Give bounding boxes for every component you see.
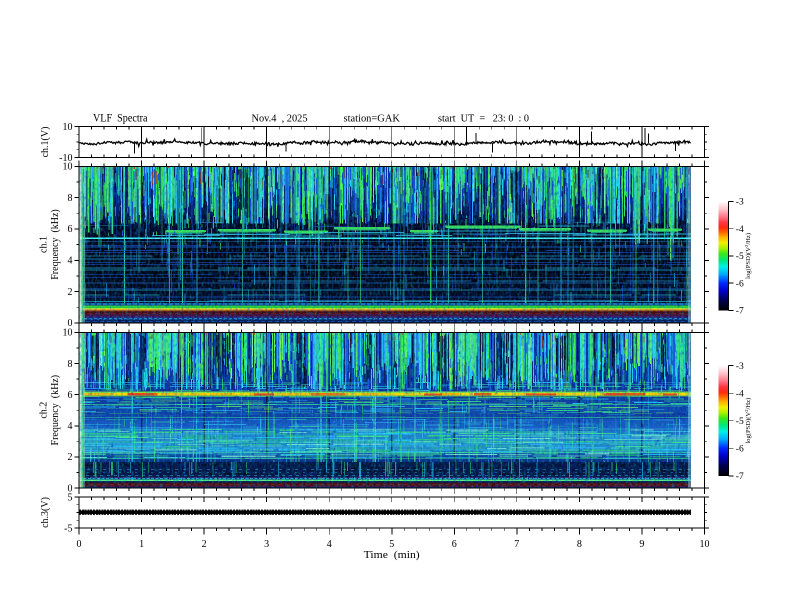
svg-text:5: 5: [68, 492, 73, 503]
svg-text:0: 0: [68, 318, 73, 329]
svg-text:3: 3: [264, 539, 269, 550]
svg-text:0: 0: [77, 539, 82, 550]
svg-text:-7: -7: [736, 307, 744, 317]
svg-text:Frequency (kHz): Frequency (kHz): [50, 209, 61, 280]
svg-text:start UT = 23: 0 : 0: start UT = 23: 0 : 0: [438, 114, 529, 125]
svg-text:-6: -6: [736, 444, 744, 454]
svg-text:-10: -10: [59, 153, 72, 164]
svg-text:-5: -5: [64, 523, 72, 534]
svg-text:ch.2: ch.2: [39, 402, 50, 419]
svg-text:10: 10: [700, 539, 710, 550]
svg-text:7: 7: [514, 539, 519, 550]
svg-text:log(PSD)(V2/Hz): log(PSD)(V2/Hz): [744, 233, 752, 279]
svg-text:ch.3(V): ch.3(V): [40, 497, 51, 528]
svg-text:2: 2: [202, 539, 207, 550]
svg-text:Nov.4 , 2025: Nov.4 , 2025: [252, 114, 308, 125]
svg-text:2: 2: [68, 287, 73, 298]
svg-text:4: 4: [68, 256, 73, 267]
svg-text:-4: -4: [736, 225, 744, 235]
svg-text:-5: -5: [736, 417, 744, 427]
svg-text:2: 2: [68, 452, 73, 463]
svg-text:-6: -6: [736, 279, 744, 289]
svg-text:8: 8: [68, 193, 73, 204]
svg-text:-4: -4: [736, 389, 744, 399]
svg-text:Time (min): Time (min): [364, 550, 420, 561]
svg-text:9: 9: [639, 539, 644, 550]
svg-text:8: 8: [577, 539, 582, 550]
svg-text:-3: -3: [736, 362, 744, 372]
svg-text:-3: -3: [736, 198, 744, 208]
svg-text:0: 0: [68, 483, 73, 494]
svg-text:ch.1(V): ch.1(V): [40, 127, 51, 158]
svg-text:6: 6: [452, 539, 457, 550]
svg-text:10: 10: [63, 122, 73, 133]
svg-text:station=GAK: station=GAK: [344, 114, 401, 125]
svg-text:1: 1: [139, 539, 144, 550]
svg-text:10: 10: [63, 328, 73, 339]
svg-text:5: 5: [389, 539, 394, 550]
svg-text:-5: -5: [736, 252, 744, 262]
svg-text:4: 4: [327, 539, 332, 550]
svg-text:ch.1: ch.1: [39, 236, 50, 253]
svg-text:6: 6: [68, 224, 73, 235]
svg-text:log(PSD)(V2/Hz): log(PSD)(V2/Hz): [744, 398, 752, 444]
svg-text:6: 6: [68, 390, 73, 401]
svg-text:-7: -7: [736, 472, 744, 482]
svg-text:VLF Spectra: VLF Spectra: [93, 111, 148, 125]
svg-text:Frequency (kHz): Frequency (kHz): [50, 375, 61, 446]
svg-text:10: 10: [63, 162, 73, 173]
svg-text:4: 4: [68, 421, 73, 432]
svg-text:8: 8: [68, 359, 73, 370]
